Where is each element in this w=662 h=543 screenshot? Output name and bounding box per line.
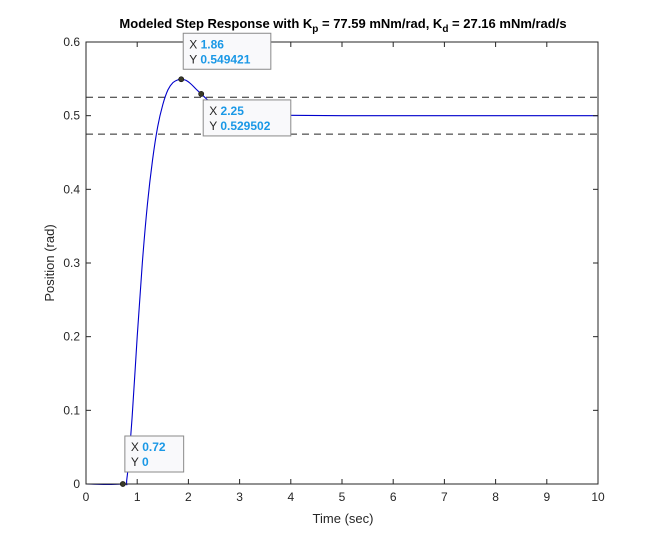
datatip-y-line: Y 0.529502 xyxy=(209,119,271,133)
title-prefix: Modeled Step Response with K xyxy=(119,16,312,31)
datatip-x-label: X xyxy=(131,440,142,454)
x-tick-label: 9 xyxy=(543,490,550,504)
y-tick-label: 0.4 xyxy=(63,182,80,196)
series-layer xyxy=(85,78,598,486)
datatip-box xyxy=(124,435,185,473)
datatip-0[interactable]: X 0.72Y 0 xyxy=(124,435,185,473)
datatip-box xyxy=(202,99,292,137)
datatip-y-value: 0.529502 xyxy=(220,119,270,133)
x-axis-label: Time (sec) xyxy=(313,511,374,526)
datatip-y-value: 0.549421 xyxy=(200,52,250,66)
datatip-marker[interactable] xyxy=(178,76,185,83)
datatip-y-label: Y xyxy=(189,52,200,66)
y-tick-label: 0.2 xyxy=(63,330,80,344)
datatip-marker[interactable] xyxy=(198,91,205,97)
datatip-marker[interactable] xyxy=(119,481,126,487)
x-tick-label: 0 xyxy=(83,490,90,504)
reference-lines xyxy=(86,96,598,135)
datatip-y-label: Y xyxy=(209,119,220,133)
datatip-x-line: X 1.86 xyxy=(189,37,224,51)
x-tick-label: 4 xyxy=(287,490,294,504)
title-subscript-p: p xyxy=(312,24,318,35)
datatip-x-value: 1.86 xyxy=(201,37,225,51)
datatip-box xyxy=(182,32,272,70)
datatip-x-line: X 2.25 xyxy=(209,104,244,118)
x-tick-label: 1 xyxy=(134,490,141,504)
datatip-x-value: 0.72 xyxy=(142,440,166,454)
y-axis-label: Position (rad) xyxy=(42,224,57,301)
title-subscript-d: d xyxy=(442,24,448,35)
plot-frame xyxy=(85,41,599,485)
datatip-y-line: Y 0 xyxy=(131,455,149,469)
title-mid: = 77.59 mNm/rad, K xyxy=(318,16,443,31)
y-tick-label: 0.6 xyxy=(63,35,80,49)
datatip-y-value: 0 xyxy=(142,455,149,469)
x-tick-label: 5 xyxy=(339,490,346,504)
datatip-y-label: Y xyxy=(131,455,142,469)
x-tick-label: 8 xyxy=(492,490,499,504)
datatip-x-label: X xyxy=(189,37,200,51)
y-tick-label: 0.1 xyxy=(63,403,80,417)
datatip-y-line: Y 0.549421 xyxy=(189,52,251,66)
datatip-2[interactable]: X 2.25Y 0.529502 xyxy=(202,99,292,137)
x-tick-label: 2 xyxy=(185,490,192,504)
y-tick-label: 0 xyxy=(73,477,80,491)
title-suffix: = 27.16 mNm/rad/s xyxy=(448,16,566,31)
y-tick-label: 0.5 xyxy=(63,109,80,123)
datatip-x-line: X 0.72 xyxy=(131,440,166,454)
x-tick-label: 3 xyxy=(236,490,243,504)
x-tick-label: 7 xyxy=(441,490,448,504)
axes: 0 1 2 3 4 5 6 7 8 9 10 0 0.1 0.2 0.3 0.4 0.5 0.6 xyxy=(63,35,605,504)
y-tick-label: 0.3 xyxy=(63,256,80,270)
series-line-0 xyxy=(85,78,598,486)
x-tick-label: 6 xyxy=(390,490,397,504)
x-tick-label: 10 xyxy=(591,490,605,504)
datatip-1[interactable]: X 1.86Y 0.549421 xyxy=(182,32,272,70)
datatip-x-value: 2.25 xyxy=(221,104,245,118)
datatip-x-label: X xyxy=(209,104,220,118)
chart-title: Modeled Step Response with Kp = 77.59 mN… xyxy=(119,16,566,35)
